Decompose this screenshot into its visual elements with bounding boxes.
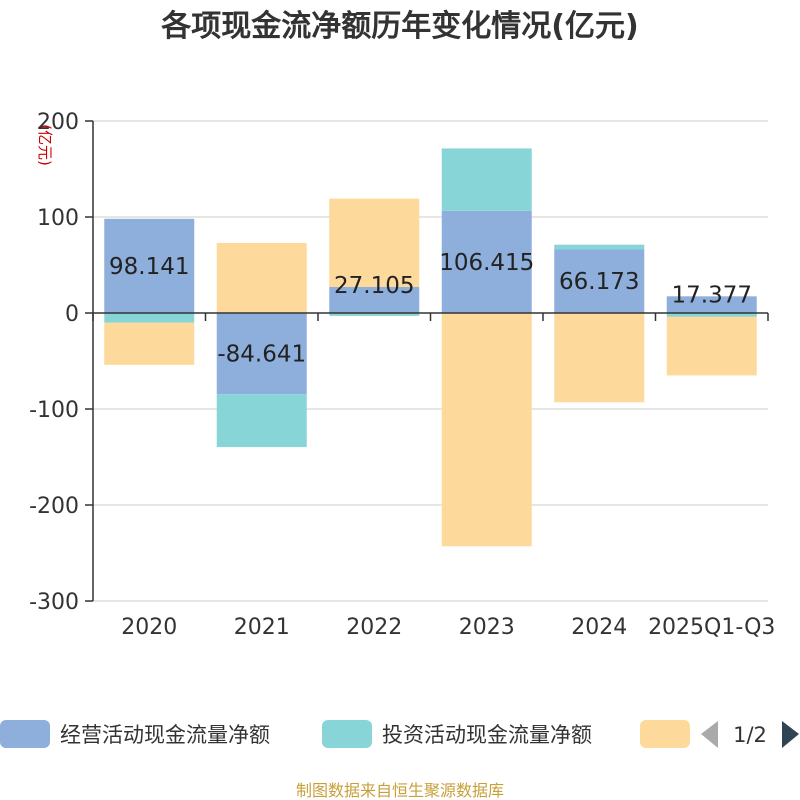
legend-swatch[interactable] [322,720,372,748]
bar-series1-2023 [441,148,532,211]
bar-series1-2024 [554,244,645,250]
bar-series2-2024 [554,313,645,403]
x-tick-label: 2023 [459,615,515,640]
pager-prev-icon[interactable] [701,721,718,748]
data-label: 17.377 [672,282,752,308]
axes [92,121,769,601]
y-tick-label: 0 [65,302,79,327]
x-tick-labels: 2020 2021 2022 2023 2024 2025Q1-Q3 [121,615,775,640]
bar-series0-2023 [441,210,532,313]
bar-series2-2020 [104,322,195,365]
legend: 经营活动现金流量净额 投资活动现金流量净额 [0,720,690,748]
data-labels: 98.141 -84.641 27.105 106.415 66.173 17.377 [109,250,752,368]
legend-swatch[interactable] [0,720,50,748]
y-axis-unit: (亿元) [36,124,54,166]
data-label: 106.415 [439,250,534,276]
bars [104,148,757,547]
data-label: 98.141 [109,254,189,280]
data-label: 27.105 [334,273,414,299]
legend-label[interactable]: 经营活动现金流量净额 [60,723,270,747]
bar-series2-2021 [216,242,307,313]
bar-series2-2023 [441,313,532,547]
y-tick-label: 200 [37,110,79,135]
bar-series1-2020 [104,313,195,323]
y-tick-label: -200 [29,494,79,519]
y-tick-label: 100 [37,206,79,231]
bar-series0-2022 [329,286,420,313]
x-tick-label: 2020 [121,615,177,640]
source-note: 制图数据来自恒生聚源数据库 [296,781,504,800]
legend-pager: 1/2 [701,721,799,748]
bar-series2-2022 [329,198,420,287]
x-tick-label: 2022 [346,615,402,640]
chart-title: 各项现金流净额历年变化情况(亿元) [160,9,638,44]
bar-series0-2025Q1-Q3 [666,296,757,313]
pager-label: 1/2 [733,723,767,747]
y-tick-label: -100 [29,398,79,423]
x-tick-label: 2025Q1-Q3 [648,615,775,640]
legend-label[interactable]: 投资活动现金流量净额 [382,723,592,747]
bar-series1-2022 [329,313,420,316]
data-label: -84.641 [217,342,306,368]
bar-series1-2025Q1-Q3 [666,313,757,317]
bar-series0-2020 [104,218,195,313]
x-tick-label: 2024 [571,615,627,640]
bar-series0-2021 [216,313,307,395]
legend-swatch[interactable] [640,720,690,748]
bar-series2-2025Q1-Q3 [666,316,757,376]
bar-series1-2021 [216,394,307,448]
bar-series0-2024 [554,249,645,313]
y-tick-labels: 200 100 0 -100 -200 -300 [29,110,79,615]
x-tick-label: 2021 [234,615,290,640]
data-label: 66.173 [559,269,639,295]
pager-next-icon[interactable] [782,721,799,748]
y-tick-label: -300 [29,590,79,615]
